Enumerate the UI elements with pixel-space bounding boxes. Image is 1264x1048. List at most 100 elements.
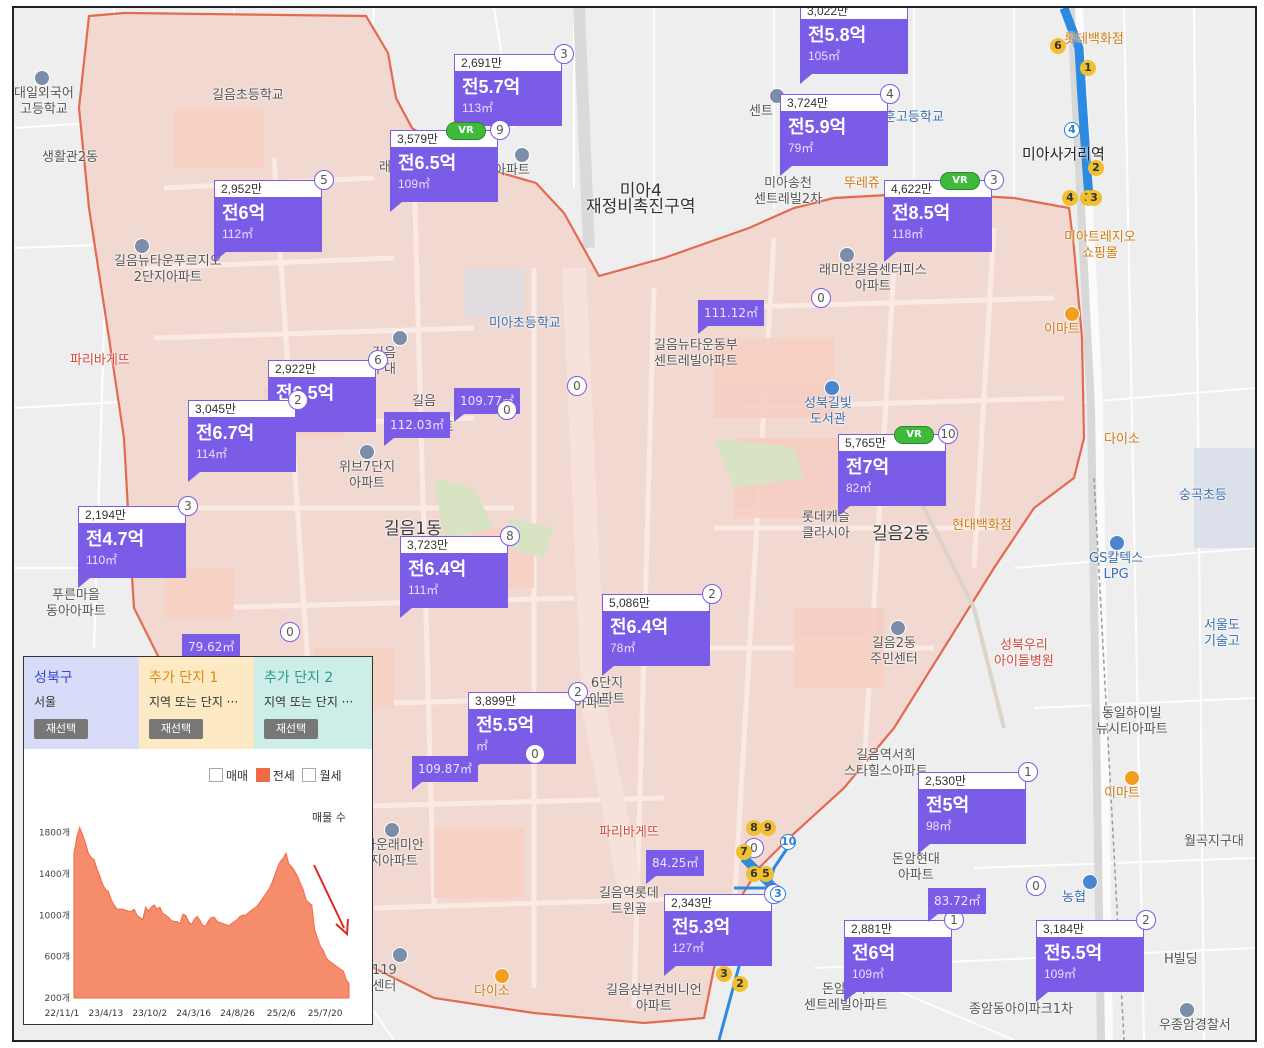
place-pin-icon: [34, 70, 50, 86]
tab-add-complex-1[interactable]: 추가 단지 1 지역 또는 단지 ··· 재선택: [139, 657, 254, 749]
place-label[interactable]: 미아송천 센트레빌2차: [754, 176, 823, 207]
place-label[interactable]: 현대백화점: [952, 518, 1012, 533]
checkbox-checked-icon[interactable]: [255, 768, 270, 782]
place-label[interactable]: 길음초등학교: [212, 88, 284, 103]
place-label[interactable]: 파리바게뜨: [599, 825, 659, 840]
place-label[interactable]: 타운래미안 지아파트: [364, 838, 424, 869]
area-label: 83.72㎡: [934, 894, 981, 908]
place-label[interactable]: 뚜레쥬: [844, 176, 880, 191]
deal-price: 전5.9억: [788, 117, 847, 137]
place-label[interactable]: 다이소: [474, 984, 510, 999]
place-label[interactable]: 길음역롯데 트윈골: [599, 886, 659, 917]
vr-icon[interactable]: VR: [446, 122, 486, 140]
subway-exit-icon[interactable]: 5: [758, 866, 774, 882]
place-label[interactable]: 길음2동 주민센터: [870, 636, 918, 667]
deal-price: 전6억: [222, 203, 266, 223]
subway-exit-icon[interactable]: 10: [780, 834, 797, 850]
place-label[interactable]: 길음뉴타운푸르지오 2단지아파트: [114, 254, 222, 285]
place-label[interactable]: 길음역서희 스타힐스아파트: [844, 748, 928, 779]
reselect-button[interactable]: 재선택: [264, 719, 318, 739]
legend-jeonse[interactable]: 전세: [255, 768, 295, 783]
subway-exit-icon[interactable]: 4: [1064, 122, 1080, 138]
place-label[interactable]: 길음: [412, 394, 436, 409]
place-label[interactable]: 종암동아이파크1차: [969, 1002, 1073, 1017]
pointer-tail: [646, 876, 656, 884]
vr-icon[interactable]: VR: [894, 426, 934, 444]
place-label[interactable]: 미아트레지오 쇼핑몰: [1064, 230, 1136, 261]
place-label[interactable]: 위브7단지 아파트: [339, 460, 396, 491]
place-label[interactable]: 우종암경찰서: [1159, 1018, 1231, 1033]
tab-add-complex-2[interactable]: 추가 단지 2 지역 또는 단지 ··· 재선택: [254, 657, 372, 749]
place-label[interactable]: 롯데캐슬 클라시아: [802, 510, 850, 541]
place-label[interactable]: 센트: [749, 104, 773, 119]
subway-exit-icon[interactable]: 2: [732, 976, 748, 992]
place-label[interactable]: 길음삼부컨비니언 아파트: [606, 983, 702, 1014]
deal-price: 전6.4억: [610, 617, 669, 637]
listing-count-badge: 3: [554, 44, 574, 64]
mini-listing[interactable]: 109.87㎡: [412, 756, 478, 790]
place-label[interactable]: 미아초등학교: [489, 316, 561, 331]
place-label[interactable]: 푸른마을 동아아파트: [46, 588, 106, 619]
legend-sale[interactable]: 매매: [209, 768, 248, 783]
place-label[interactable]: 돈암현대 아파트: [892, 852, 940, 883]
subway-exit-icon[interactable]: 1: [1080, 60, 1096, 76]
tab-seongbuk[interactable]: 성북구 서울 재선택: [24, 657, 139, 749]
subway-exit-icon[interactable]: 3: [770, 886, 786, 902]
place-label[interactable]: 이마트: [1104, 786, 1140, 801]
place-label[interactable]: 파리바게뜨: [70, 353, 130, 368]
place-label[interactable]: 이마트: [1044, 322, 1080, 337]
place-label[interactable]: 서울도 기술고: [1204, 618, 1240, 649]
place-label[interactable]: 래: [379, 160, 391, 175]
subway-exit-icon[interactable]: 4: [1062, 190, 1078, 206]
place-pin-icon: [392, 330, 408, 346]
place-label[interactable]: GS칼텍스 LPG: [1089, 551, 1144, 582]
legend-monthly[interactable]: 월세: [302, 768, 342, 783]
vr-icon[interactable]: VR: [940, 172, 980, 190]
reselect-button[interactable]: 재선택: [149, 719, 203, 739]
place-label[interactable]: 119 센터: [372, 963, 397, 994]
area-label: 127㎡: [672, 941, 705, 955]
subway-exit-icon[interactable]: 9: [760, 820, 776, 836]
place-label[interactable]: 롯데백화점: [1064, 32, 1124, 47]
checkbox-icon[interactable]: [209, 768, 223, 782]
mini-listing[interactable]: 83.72㎡: [928, 888, 987, 922]
checkbox-icon[interactable]: [302, 768, 317, 782]
place-label[interactable]: 동일하이빌 뉴시티아파트: [1096, 706, 1168, 737]
mini-listing[interactable]: 111.12㎡: [698, 300, 764, 334]
place-label[interactable]: 월곡지구대: [1184, 834, 1244, 849]
subway-exit-icon[interactable]: 3: [1086, 190, 1102, 206]
price-per-pyeong: 3,724만: [780, 94, 888, 112]
place-label[interactable]: 숭곡초등: [1179, 488, 1227, 503]
place-label[interactable]: 대일외국어 고등학교: [14, 86, 74, 117]
place-label[interactable]: 성북우리 아이들병원: [994, 638, 1054, 669]
listing-count-badge: 8: [500, 526, 520, 546]
place-label[interactable]: 다이소: [1104, 432, 1140, 447]
subway-exit-icon[interactable]: 3: [716, 966, 732, 982]
mini-listing[interactable]: 84.25㎡: [646, 850, 705, 884]
deal-price: 전6.4억: [408, 559, 467, 579]
place-label[interactable]: 생활관2동: [42, 150, 99, 165]
place-label[interactable]: H빌딩: [1164, 952, 1198, 967]
chart-ylabel: 매물 수: [312, 811, 346, 824]
listing-body: 전4.7억 110㎡: [78, 524, 186, 578]
place-pin-icon: [1064, 306, 1080, 322]
subway-exit-icon[interactable]: 7: [736, 844, 752, 860]
place-label[interactable]: 성북길빛 도서관: [804, 396, 852, 427]
place-label[interactable]: 농협: [1062, 890, 1086, 905]
x-tick-label: 24/8/26: [220, 1009, 255, 1019]
place-label[interactable]: 훈고등학교: [884, 110, 944, 125]
x-tick-label: 23/10/2: [132, 1009, 167, 1019]
place-label[interactable]: 래미안길음센터피스 아파트: [819, 263, 927, 294]
subway-exit-icon[interactable]: 6: [1050, 38, 1066, 54]
subway-exit-icon[interactable]: 2: [1088, 160, 1104, 176]
place-label[interactable]: 아파트: [494, 163, 530, 178]
price-per-pyeong: 5,086만: [602, 594, 710, 612]
subway-exit-icon[interactable]: 8: [746, 820, 762, 836]
station-label[interactable]: 미아사거리역: [1022, 145, 1105, 163]
mini-listing[interactable]: 79.62㎡: [182, 634, 241, 668]
reselect-button[interactable]: 재선택: [34, 719, 88, 739]
place-label[interactable]: 6단지 아파트: [589, 676, 625, 707]
mini-listing[interactable]: 112.03㎡: [384, 412, 450, 446]
listing-count-badge: 2: [1136, 910, 1156, 930]
place-label[interactable]: 길음뉴타운동부 센트레빌아파트: [654, 338, 738, 369]
